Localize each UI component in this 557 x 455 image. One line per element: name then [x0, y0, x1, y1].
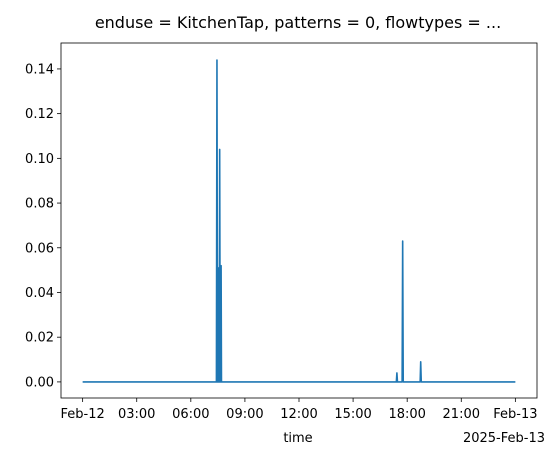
x-tick-label: 21:00 — [443, 407, 480, 422]
y-tick-label: 0.12 — [25, 107, 54, 122]
y-tick-label: 0.00 — [25, 375, 54, 390]
x-axis-offset-label: 2025-Feb-13 — [463, 431, 545, 446]
plot-series — [82, 59, 516, 383]
plot-frame — [60, 42, 538, 399]
x-tick-label: 09:00 — [226, 407, 263, 422]
y-tick-label: 0.08 — [25, 197, 54, 212]
x-axis: Feb-12 03:00 06:00 09:00 12:00 15:00 18:00 21:0… — [61, 398, 537, 422]
y-tick-label: 0.02 — [25, 331, 54, 346]
x-tick-label: 15:00 — [334, 407, 371, 422]
y-axis: 0.00 0.02 0.04 0.06 0.08 0.10 0.12 0.14 — [25, 62, 61, 390]
x-tick-label: Feb-12 — [61, 407, 105, 422]
x-tick-label: 06:00 — [172, 407, 209, 422]
y-tick-label: 0.14 — [25, 62, 54, 77]
x-tick-label: Feb-13 — [493, 407, 537, 422]
chart-title: enduse = KitchenTap, patterns = 0, flowt… — [95, 13, 501, 32]
x-tick-label: 18:00 — [388, 407, 425, 422]
y-tick-label: 0.10 — [25, 152, 54, 167]
series-line — [82, 59, 516, 383]
x-tick-label: 12:00 — [280, 407, 317, 422]
y-tick-label: 0.06 — [25, 241, 54, 256]
x-axis-label: time — [283, 431, 312, 446]
y-tick-label: 0.04 — [25, 286, 54, 301]
x-tick-label: 03:00 — [118, 407, 155, 422]
